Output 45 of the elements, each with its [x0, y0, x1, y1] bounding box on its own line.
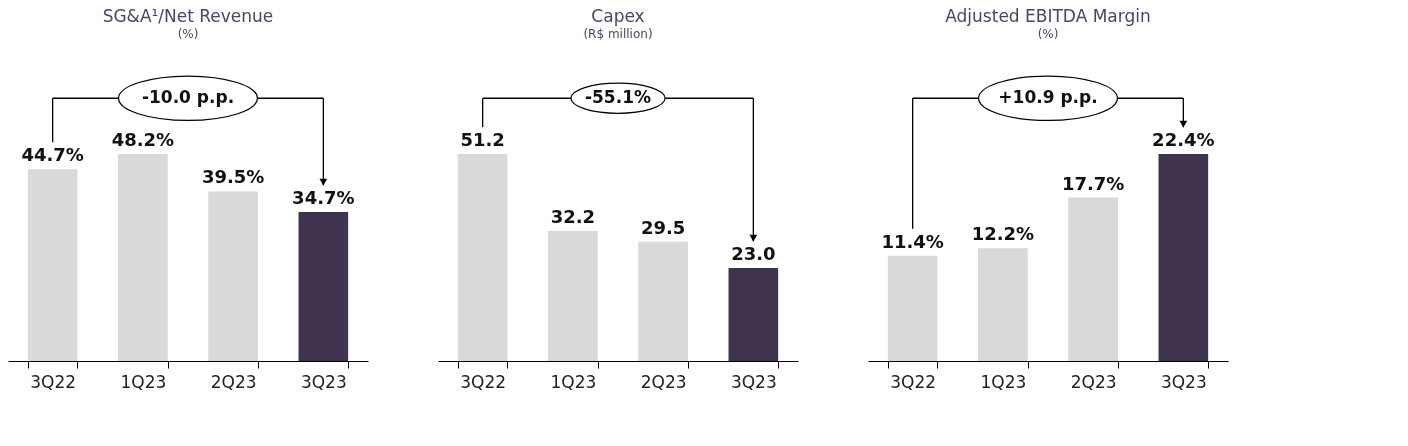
bar	[118, 154, 168, 361]
chart-subtitle: (%)	[1037, 27, 1059, 41]
data-label: 39.5%	[201, 166, 265, 188]
bar	[1158, 154, 1209, 361]
data-label: 48.2%	[111, 129, 175, 151]
bar	[887, 255, 938, 361]
chart-subtitle: (R$ million)	[583, 27, 653, 41]
data-label: 17.7%	[1061, 172, 1125, 194]
data-label: 32.2	[550, 205, 596, 227]
bar	[638, 241, 688, 361]
x-tick-label: 2Q23	[1070, 371, 1117, 392]
bar	[457, 154, 508, 361]
x-tick-label: 2Q23	[210, 371, 257, 392]
x-tick-label: 2Q23	[640, 371, 687, 392]
x-tick-label: 3Q23	[1160, 371, 1207, 392]
chart-title: Adjusted EBITDA Margin	[945, 6, 1151, 26]
text: +10.9 p.p.	[998, 87, 1098, 108]
x-tick-label: 3Q23	[300, 371, 347, 392]
bar	[27, 169, 78, 361]
x-tick-label: 3Q22	[890, 371, 937, 392]
bar	[548, 230, 598, 361]
data-label: 12.2%	[971, 223, 1035, 245]
bar	[298, 212, 349, 361]
bar	[728, 268, 779, 361]
x-tick-label: 1Q23	[120, 371, 167, 392]
data-label: 51.2	[460, 129, 505, 151]
bar	[978, 248, 1028, 361]
text: -55.1%	[584, 87, 652, 108]
data-label: 44.7%	[21, 144, 84, 166]
bar	[1068, 197, 1118, 361]
x-tick-label: 1Q23	[550, 371, 597, 392]
data-label: 34.7%	[292, 187, 355, 209]
chart-title: Capex	[591, 6, 645, 26]
x-tick-label: 1Q23	[980, 371, 1027, 392]
chart-subtitle: (%)	[177, 27, 199, 41]
text: -10.0 p.p.	[141, 87, 235, 108]
data-label: 23.0	[731, 243, 776, 265]
x-tick-label: 3Q22	[30, 371, 77, 392]
data-label: 11.4%	[881, 230, 944, 252]
data-label: 29.5	[640, 216, 686, 238]
x-tick-label: 3Q22	[460, 371, 507, 392]
x-tick-label: 3Q23	[730, 371, 777, 392]
data-label: 22.4%	[1152, 129, 1215, 151]
bar	[208, 191, 258, 361]
chart-title: SG&A¹/Net Revenue	[102, 6, 274, 26]
